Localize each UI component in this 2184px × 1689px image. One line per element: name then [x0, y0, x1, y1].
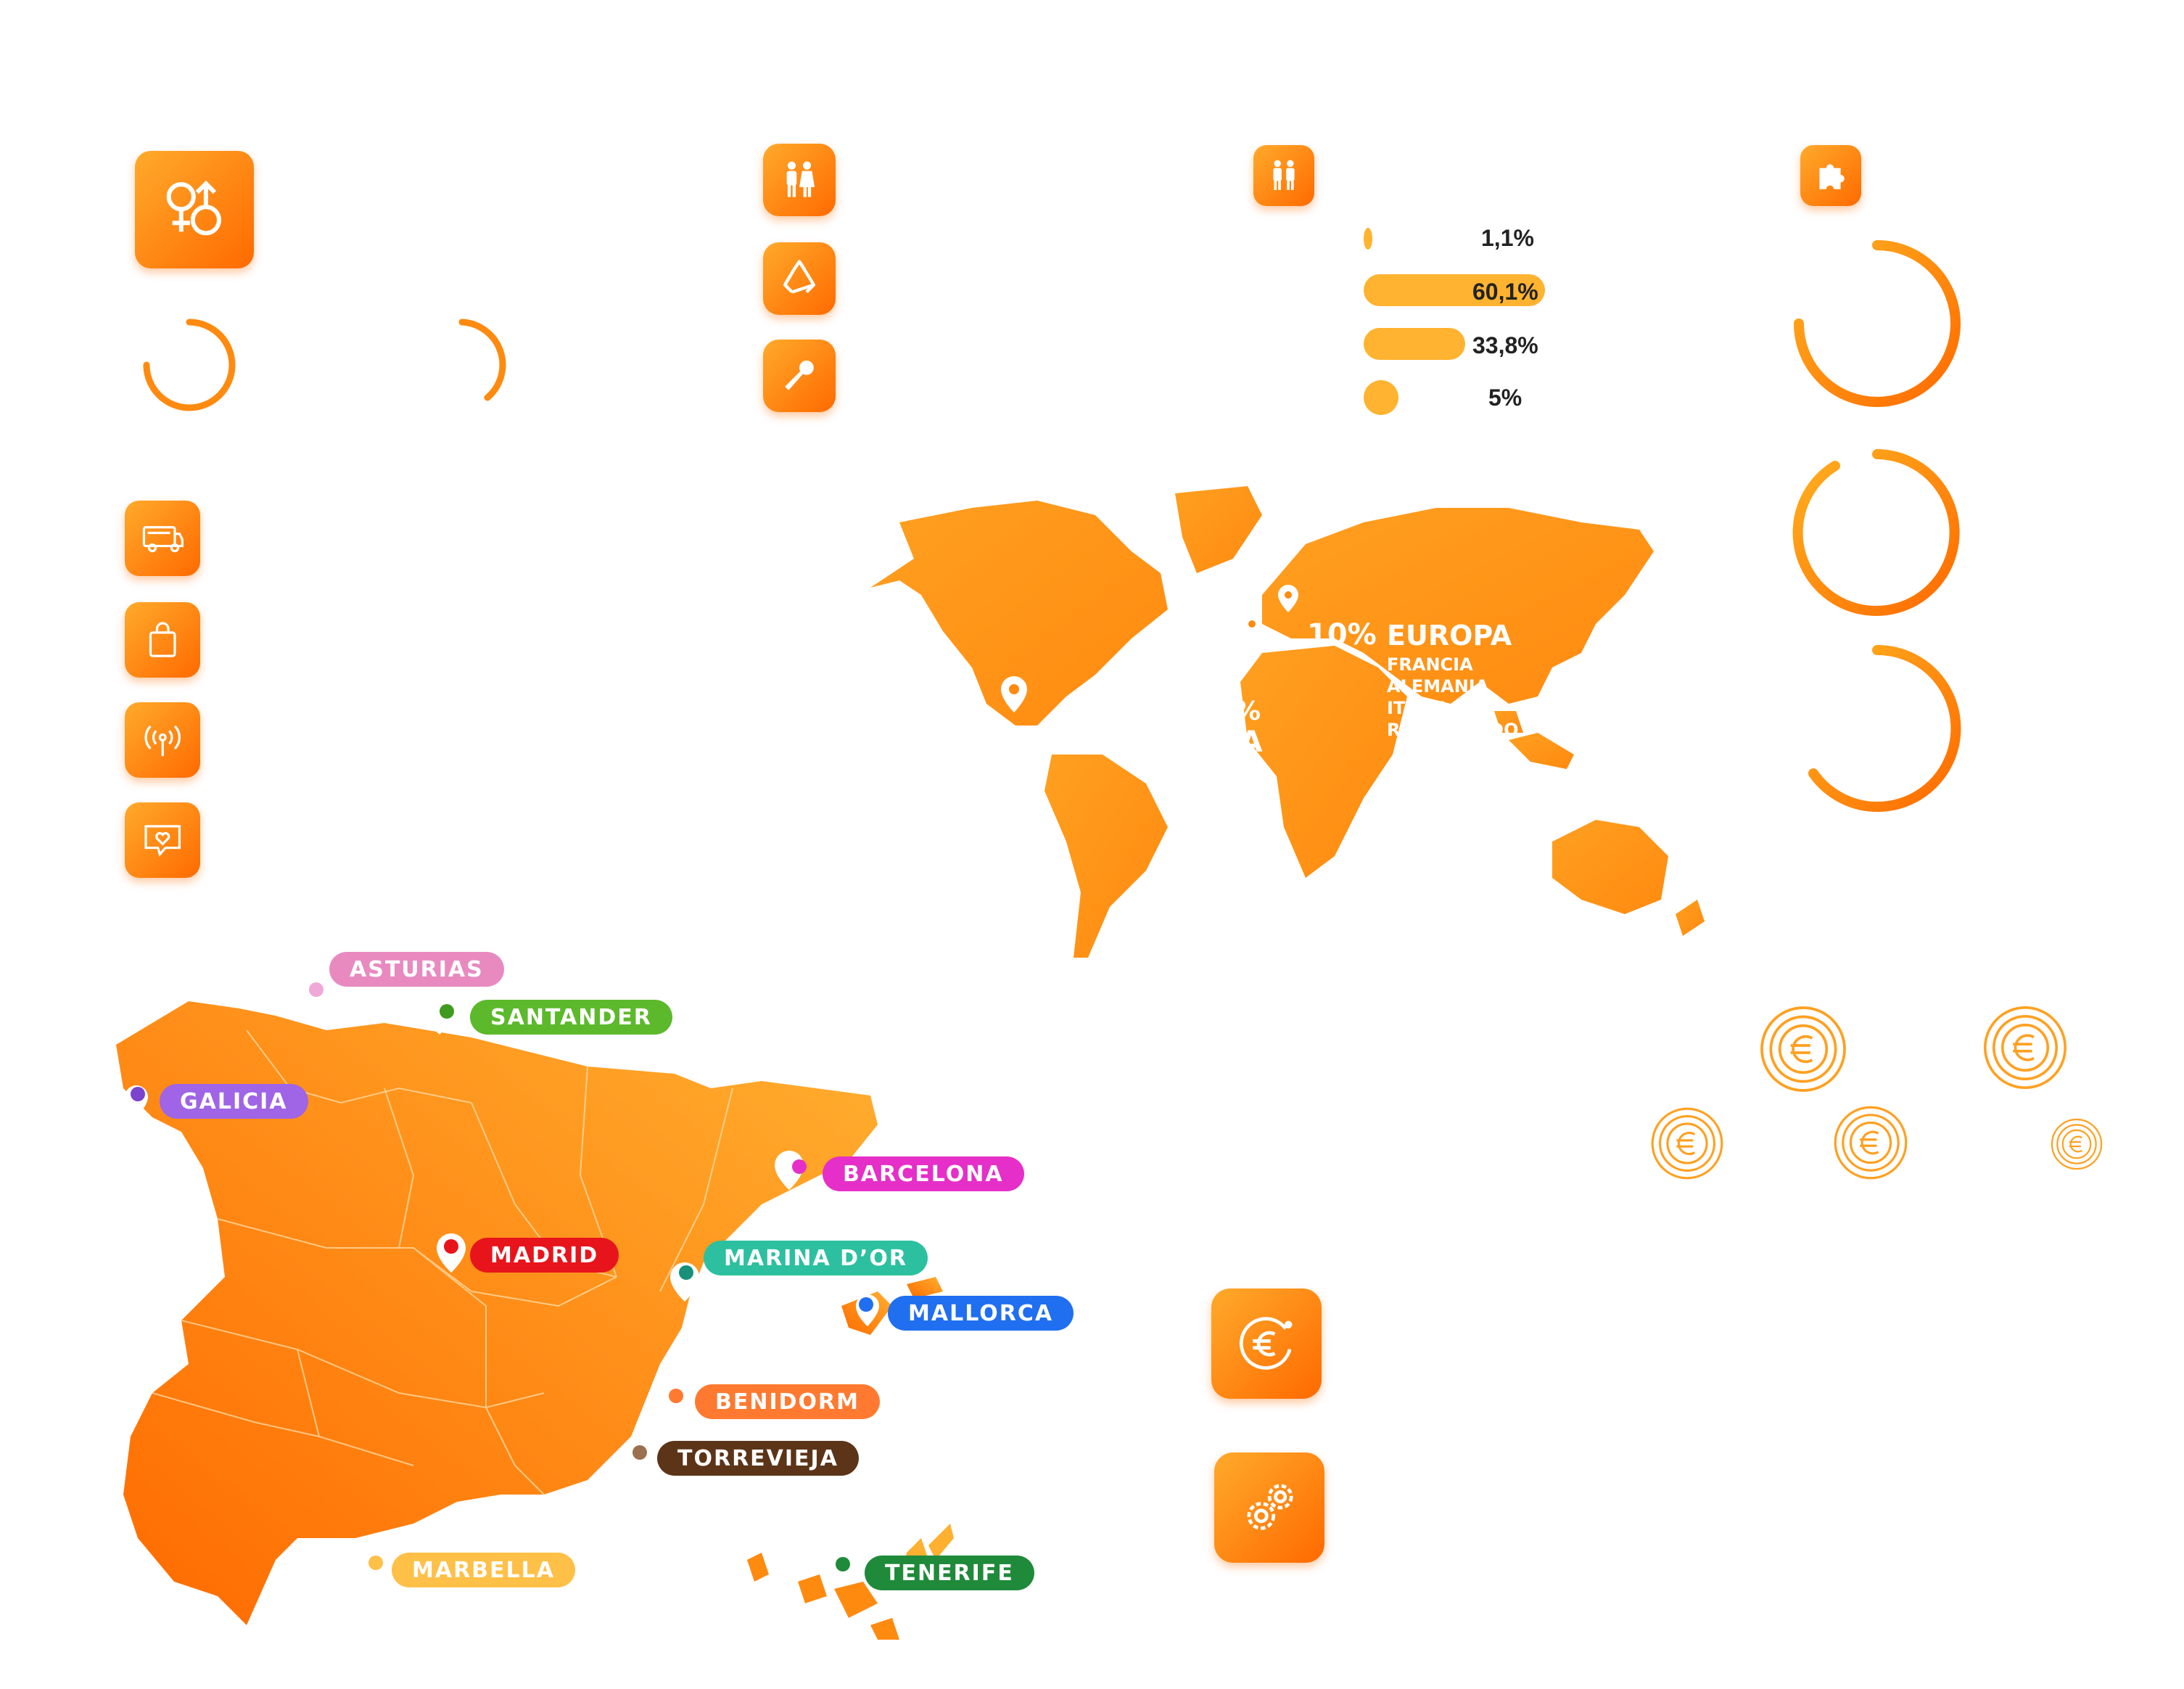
stat-bar [1364, 328, 1465, 360]
city-label-marbella: MARBELLA [392, 1553, 575, 1587]
city-label-torrevieja: TORREVIEJA [657, 1441, 859, 1476]
stat-label: 1,1% [1481, 225, 1534, 251]
microphone-icon [785, 360, 814, 390]
barcelona-dot [792, 1159, 807, 1174]
recycle-icon [783, 260, 816, 294]
restroom-icon [786, 161, 815, 197]
stat-label: 60,1% [1472, 279, 1538, 305]
spain-map [116, 1001, 954, 1640]
stat-marker [1364, 228, 1372, 250]
chat-heart-icon [144, 825, 181, 857]
stat-label: 33,8% [1472, 332, 1538, 358]
antenna-icon [144, 725, 181, 756]
marina-dor-dot [679, 1265, 693, 1280]
tenerife-dot [836, 1557, 850, 1571]
city-label-santander: SANTANDER [470, 1000, 672, 1035]
city-label-madrid: MADRID [470, 1238, 619, 1273]
stat-label: 5% [1488, 385, 1522, 411]
ring-gender-2 [458, 319, 506, 401]
benidorm-dot [669, 1389, 683, 1403]
gender-icon [166, 180, 222, 236]
chat-heart-tile [125, 802, 200, 878]
europe-country-2: ALEMANIA [1387, 676, 1489, 696]
ring-right-1 [1794, 240, 1961, 407]
gender-tile [135, 151, 254, 268]
europe-title: EUROPA [1387, 620, 1512, 652]
euro-coin-icon [1984, 1006, 2066, 1089]
euro-coin-icon [2051, 1118, 2103, 1170]
gears-tile [1214, 1452, 1324, 1563]
world-map [870, 486, 1705, 958]
stat-bar [1364, 274, 1545, 306]
city-label-benidorm: BENIDORM [695, 1384, 880, 1419]
euro-coin-icon [1834, 1106, 1908, 1180]
spain-percent-partial: % [1235, 696, 1261, 726]
asturias-dot [309, 982, 324, 997]
galicia-dot [131, 1087, 145, 1101]
spain-name-partial: ÑA [1216, 726, 1263, 759]
city-label-marina-dor: MARINA D’OR [704, 1241, 928, 1275]
ring-gender-1 [143, 319, 236, 411]
euro-coin-icon [1651, 1107, 1723, 1180]
ring-right-2 [1792, 449, 1960, 616]
europe-percent: 10% [1307, 618, 1377, 652]
ring-right-3 [1808, 644, 1961, 812]
gears-icon [1247, 1484, 1293, 1530]
food-truck-icon [142, 525, 184, 553]
marbella-dot [368, 1556, 383, 1570]
santander-dot [440, 1004, 454, 1019]
puzzle-tile [1800, 145, 1861, 206]
food-truck-tile [125, 501, 200, 576]
restroom-tile [763, 144, 836, 216]
puzzle-icon [1819, 164, 1845, 189]
europe-country-4: REINO UNIDO [1387, 720, 1519, 740]
europe-country-1: FRANCIA [1387, 654, 1473, 675]
city-label-asturias: ASTURIAS [329, 952, 504, 987]
euro-icon [1239, 1317, 1293, 1370]
shopping-bag-icon [149, 622, 176, 657]
madrid-dot [444, 1239, 458, 1254]
recycle-tile [763, 242, 836, 315]
europe-country-3: ITALIA [1387, 698, 1449, 718]
shopping-bag-tile [125, 602, 200, 678]
euro-tile [1211, 1289, 1322, 1399]
people-icon [1273, 160, 1295, 190]
euro-coin-icon [1760, 1006, 1846, 1092]
people-tile [1253, 145, 1314, 206]
city-label-mallorca: MALLORCA [888, 1296, 1074, 1331]
torrevieja-dot [632, 1445, 647, 1460]
city-label-galicia: GALICIA [160, 1084, 308, 1119]
city-label-barcelona: BARCELONA [823, 1156, 1024, 1191]
microphone-tile [763, 340, 836, 412]
stat-marker [1364, 380, 1398, 415]
city-label-tenerife: TENERIFE [865, 1556, 1034, 1590]
mallorca-dot [859, 1297, 873, 1312]
antenna-tile [125, 702, 200, 778]
